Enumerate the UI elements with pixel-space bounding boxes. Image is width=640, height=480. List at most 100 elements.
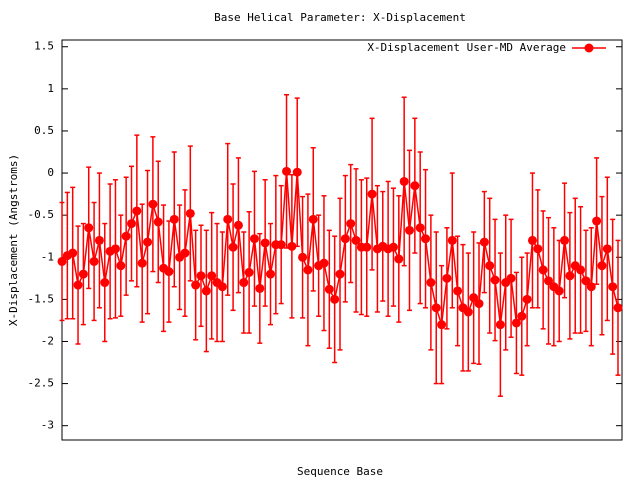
data-point <box>148 199 158 209</box>
data-point <box>517 311 527 321</box>
data-point <box>228 242 238 252</box>
data-point <box>223 214 233 224</box>
data-point <box>586 282 596 292</box>
data-point <box>330 294 340 304</box>
data-point <box>463 307 473 317</box>
y-tick-label: -1 <box>41 250 54 263</box>
data-point <box>244 267 254 277</box>
data-point <box>110 244 120 254</box>
data-point <box>57 256 67 266</box>
y-tick-label: -2.5 <box>28 377 55 390</box>
data-point <box>474 299 484 309</box>
data-point <box>592 216 602 226</box>
data-point <box>405 225 414 235</box>
data-point <box>89 256 99 266</box>
data-point <box>527 235 537 245</box>
data-point <box>421 234 431 244</box>
data-point <box>490 275 500 285</box>
y-tick-label: -2 <box>41 334 54 347</box>
data-point <box>581 276 591 286</box>
data-point <box>116 261 126 271</box>
data-point <box>399 176 409 186</box>
data-point <box>137 258 147 268</box>
data-point <box>613 303 623 313</box>
data-point <box>367 189 377 199</box>
data-point <box>511 318 521 328</box>
data-point <box>143 237 153 247</box>
data-point <box>132 206 142 216</box>
data-point <box>260 238 270 248</box>
data-point <box>266 269 275 279</box>
data-point <box>249 234 259 244</box>
y-axis-label: X-Displacement (Angstroms) <box>7 154 20 326</box>
data-point <box>415 223 425 233</box>
y-tick-label: 0.5 <box>34 124 54 137</box>
data-point <box>410 181 420 191</box>
data-point <box>602 244 612 254</box>
data-point <box>576 265 586 275</box>
data-point <box>292 167 302 177</box>
data-point <box>68 248 78 258</box>
data-point <box>340 234 350 244</box>
data-point <box>191 280 201 290</box>
data-point <box>469 293 479 303</box>
data-point <box>94 235 104 245</box>
data-point <box>495 320 505 330</box>
data-point <box>196 271 206 281</box>
data-point <box>538 265 548 275</box>
data-point <box>479 237 489 247</box>
data-point <box>239 278 249 288</box>
data-point <box>207 271 217 281</box>
y-tick-label: 1 <box>47 82 54 95</box>
y-tick-label: 0 <box>47 166 54 179</box>
data-point <box>308 214 318 224</box>
x-axis-label: Sequence Base <box>297 465 383 478</box>
data-point <box>506 273 516 283</box>
data-point <box>185 208 195 218</box>
data-point <box>426 278 436 288</box>
legend-marker <box>584 43 594 53</box>
data-point <box>394 254 404 264</box>
data-point <box>346 219 356 229</box>
data-point <box>437 320 447 330</box>
data-point <box>78 269 88 279</box>
data-point <box>560 235 570 245</box>
data-point <box>533 244 543 254</box>
data-point <box>282 166 292 176</box>
data-point <box>522 294 532 304</box>
data-point <box>127 219 136 229</box>
data-point <box>335 269 345 279</box>
data-point <box>447 235 457 245</box>
data-point <box>319 258 329 268</box>
data-point <box>362 242 372 252</box>
data-point <box>565 271 575 281</box>
data-point <box>485 261 495 271</box>
data-point <box>544 276 553 286</box>
chart-title: Base Helical Parameter: X-Displacement <box>214 11 466 24</box>
data-point <box>153 217 163 227</box>
y-tick-label: -1.5 <box>28 292 55 305</box>
data-point <box>608 282 618 292</box>
data-point <box>453 286 463 296</box>
data-point <box>351 235 361 245</box>
data-point <box>233 220 243 230</box>
data-point <box>73 280 83 290</box>
data-point <box>303 265 313 275</box>
data-point <box>180 248 190 258</box>
data-point <box>388 242 398 252</box>
data-point <box>442 273 452 283</box>
data-point <box>597 261 607 271</box>
data-point <box>298 252 308 262</box>
data-point <box>255 283 265 293</box>
data-point <box>100 278 110 288</box>
y-tick-label: 1.5 <box>34 40 54 53</box>
y-tick-label: -3 <box>41 419 54 432</box>
data-point <box>217 282 227 292</box>
data-point <box>276 240 286 250</box>
data-point <box>324 284 334 294</box>
y-tick-label: -0.5 <box>28 208 55 221</box>
data-point <box>84 223 94 233</box>
data-point <box>287 241 297 251</box>
data-point <box>201 286 211 296</box>
data-point <box>169 214 179 224</box>
